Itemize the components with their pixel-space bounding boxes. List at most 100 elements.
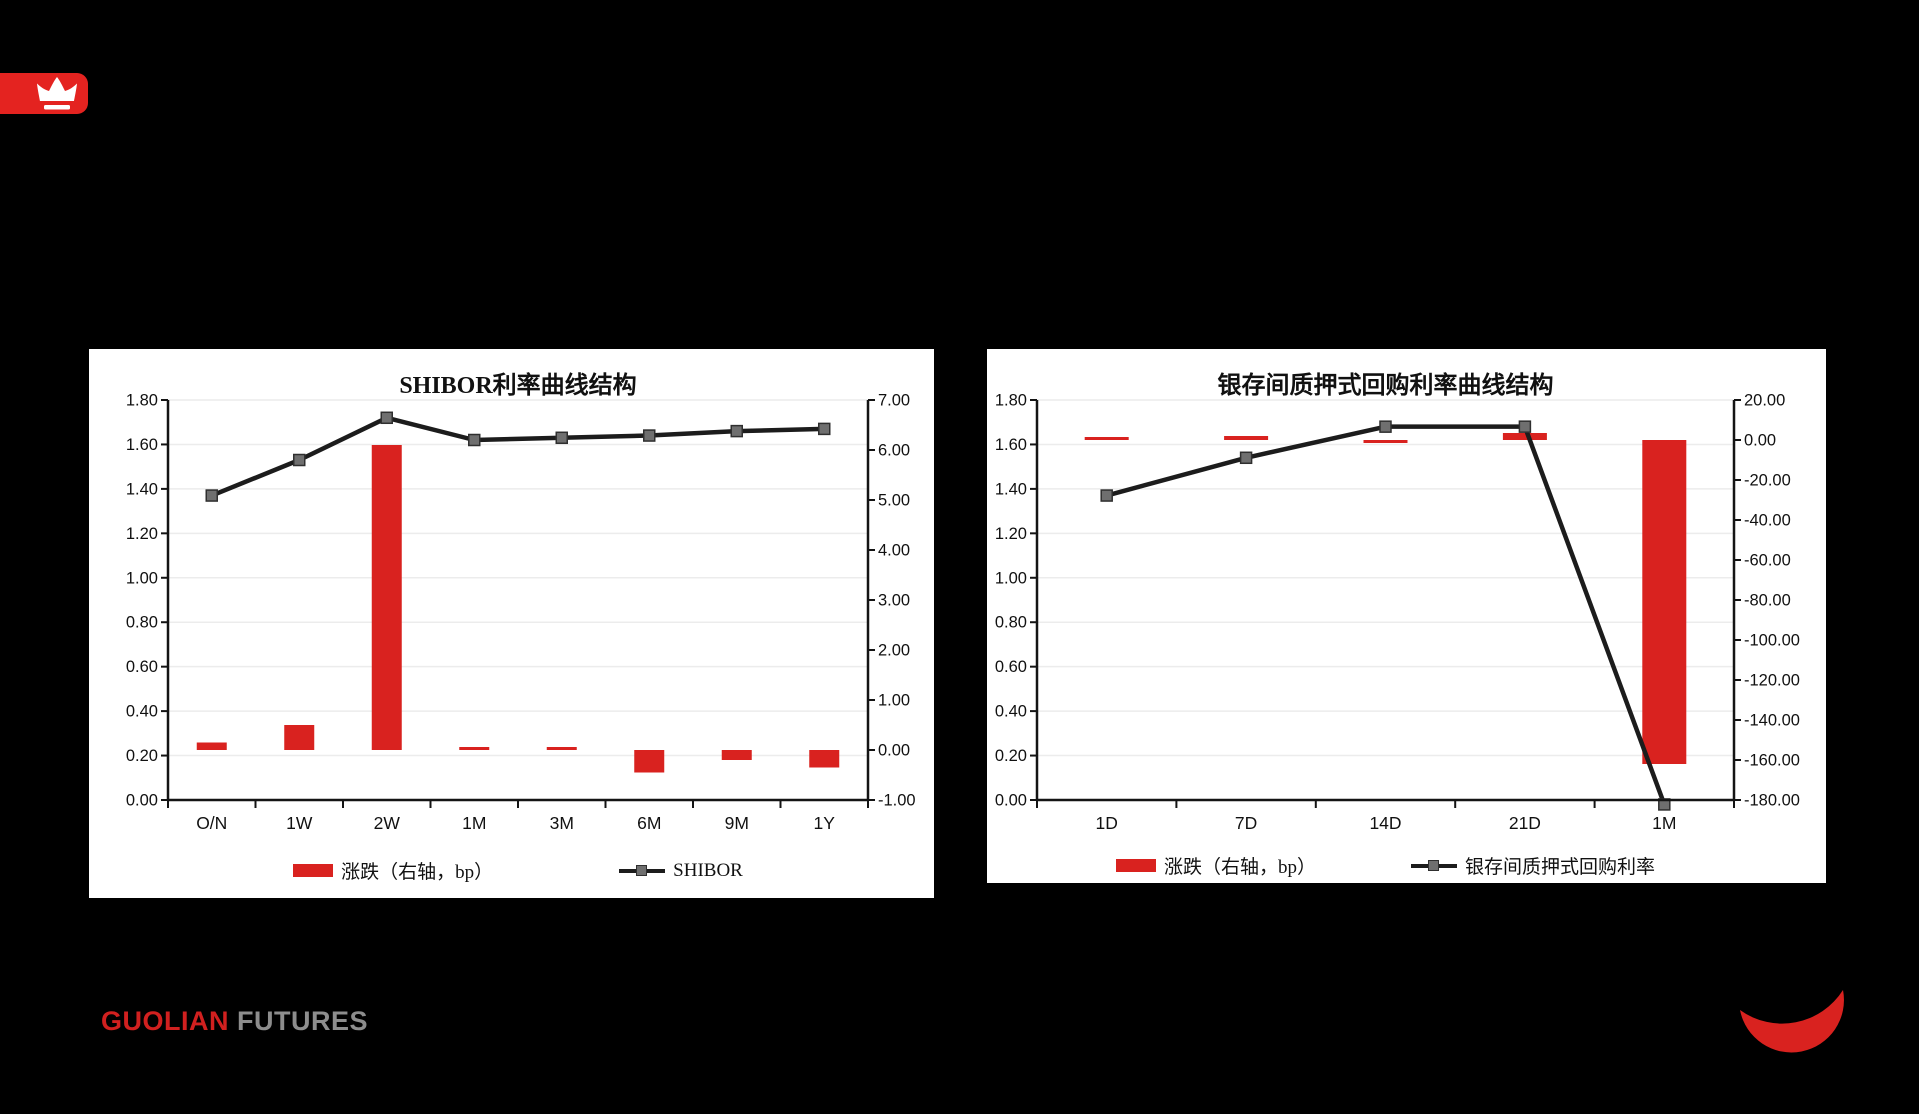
left-tick-label: 1.80 <box>995 392 1027 410</box>
left-tick-label: 0.00 <box>995 792 1027 810</box>
right-tick-label: -40.00 <box>1744 512 1791 530</box>
legend-bar-swatch <box>293 864 334 877</box>
chart-legend: 涨跌（右轴，bp） 银存间质押式回购利率 <box>1037 852 1734 879</box>
legend-line-marker <box>1428 860 1439 871</box>
bar <box>459 747 490 750</box>
left-tick-label: 0.40 <box>995 703 1027 721</box>
rate-line <box>1106 424 1667 806</box>
legend-bar-swatch <box>1115 859 1156 872</box>
left-tick-label: 1.40 <box>995 480 1027 498</box>
left-tick-label: 1.60 <box>126 436 158 454</box>
x-category-label: 21D <box>1509 813 1541 833</box>
right-tick-label: -160.00 <box>1744 752 1800 770</box>
bar <box>1642 440 1687 764</box>
legend-label: 银存间质押式回购利率 <box>1465 857 1656 878</box>
bar <box>546 747 577 750</box>
left-tick-label: 0.20 <box>995 747 1027 765</box>
footer-brand: GUOLIAN FUTURES <box>101 1006 368 1037</box>
left-tick-label: 1.40 <box>126 480 158 498</box>
left-tick-label: 1.60 <box>995 436 1027 454</box>
right-tick-label: 5.00 <box>878 492 910 510</box>
legend-label: 涨跌（右轴，bp） <box>341 862 494 883</box>
left-tick-label: 0.00 <box>126 792 158 810</box>
left-tick-label: 1.00 <box>995 569 1027 587</box>
right-tick-label: 2.00 <box>878 642 910 660</box>
x-category-label: 2W <box>374 813 401 833</box>
bar <box>1084 437 1129 440</box>
bar <box>196 742 227 750</box>
x-category-label: 1W <box>286 813 313 833</box>
right-tick-label: 4.00 <box>878 542 910 560</box>
right-tick-label: -80.00 <box>1744 592 1791 610</box>
left-tick-label: 0.60 <box>995 658 1027 676</box>
left-tick-label: 1.20 <box>126 525 158 543</box>
left-tick-label: 0.80 <box>126 614 158 632</box>
right-tick-label: -60.00 <box>1744 552 1791 570</box>
x-category-label: 1D <box>1096 813 1118 833</box>
right-tick-label: -100.00 <box>1744 632 1800 650</box>
shibor-plot: 0.00 0.20 0.40 0.60 0.80 1.00 1.20 1.40 1.60 1.80… <box>126 392 916 834</box>
line-marker <box>205 489 218 502</box>
chart-title: SHIBOR利率曲线结构 <box>399 373 637 399</box>
crescent-logo-icon <box>1740 990 1844 1053</box>
line-marker <box>468 433 481 447</box>
left-tick-label: 0.20 <box>126 747 158 765</box>
bar <box>284 725 315 750</box>
bar <box>1224 436 1269 440</box>
crown-icon <box>37 77 77 110</box>
x-category-label: 9M <box>725 813 749 833</box>
left-tick-label: 1.80 <box>126 392 158 410</box>
left-tick-label: 1.00 <box>126 569 158 587</box>
legend-label: SHIBOR <box>673 859 743 881</box>
chart-panel-repo: 银存间质押式回购利率曲线结构 0.00 0.20 0.40 0.60 0.80 1.00 1… <box>987 349 1826 883</box>
right-tick-label: -180.00 <box>1744 792 1800 810</box>
line-marker <box>730 424 743 438</box>
brand-name-primary: GUOLIAN <box>101 1006 229 1036</box>
right-tick-label: -1.00 <box>878 792 916 810</box>
left-tick-label: 0.60 <box>126 658 158 676</box>
legend-line-swatch <box>619 864 666 877</box>
repo-plot: 0.00 0.20 0.40 0.60 0.80 1.00 1.20 1.40 1.60 1.80… <box>995 392 1800 834</box>
line-marker <box>1518 420 1532 433</box>
chart-legend: 涨跌（右轴，bp） SHIBOR <box>168 857 868 884</box>
left-tick-label: 0.40 <box>126 703 158 721</box>
brand-name-secondary: FUTURES <box>237 1006 369 1036</box>
legend-item-rate-line: SHIBOR <box>619 860 743 882</box>
x-category-label: 1Y <box>814 813 836 833</box>
bar <box>721 750 752 760</box>
line-marker <box>293 453 306 467</box>
bar <box>1502 433 1547 440</box>
bar <box>1363 440 1408 443</box>
legend-item-rate-line: 银存间质押式回购利率 <box>1411 852 1655 879</box>
x-category-label: 7D <box>1235 813 1257 833</box>
right-tick-label: 20.00 <box>1744 392 1785 410</box>
x-category-label: 14D <box>1369 813 1401 833</box>
x-category-label: 3M <box>550 813 574 833</box>
right-tick-label: -140.00 <box>1744 712 1800 730</box>
chart-title: 银存间质押式回购利率曲线结构 <box>1217 373 1554 399</box>
right-tick-label: -120.00 <box>1744 672 1800 690</box>
legend-item-change-bars: 涨跌（右轴，bp） <box>293 857 493 884</box>
line-marker <box>1100 489 1113 502</box>
line-marker <box>380 411 393 425</box>
right-tick-label: 0.00 <box>878 742 910 760</box>
x-category-label: 1M <box>462 813 486 833</box>
right-tick-label: 3.00 <box>878 592 910 610</box>
right-tick-label: 0.00 <box>1744 432 1776 450</box>
legend-label: 涨跌（右轴，bp） <box>1163 857 1316 878</box>
right-tick-label: 6.00 <box>878 442 910 460</box>
right-tick-label: 7.00 <box>878 392 910 410</box>
line-marker <box>1239 451 1253 465</box>
brand-logo-badge <box>0 73 88 114</box>
right-tick-label: -20.00 <box>1744 472 1791 490</box>
x-category-label: O/N <box>196 813 227 833</box>
bar <box>634 750 665 773</box>
legend-item-change-bars: 涨跌（右轴，bp） <box>1115 852 1316 879</box>
left-tick-label: 0.80 <box>995 614 1027 632</box>
left-tick-label: 1.20 <box>995 525 1027 543</box>
rate-line <box>210 415 825 498</box>
line-marker <box>643 429 656 442</box>
x-category-label: 6M <box>637 813 661 833</box>
legend-line-marker <box>636 865 648 876</box>
